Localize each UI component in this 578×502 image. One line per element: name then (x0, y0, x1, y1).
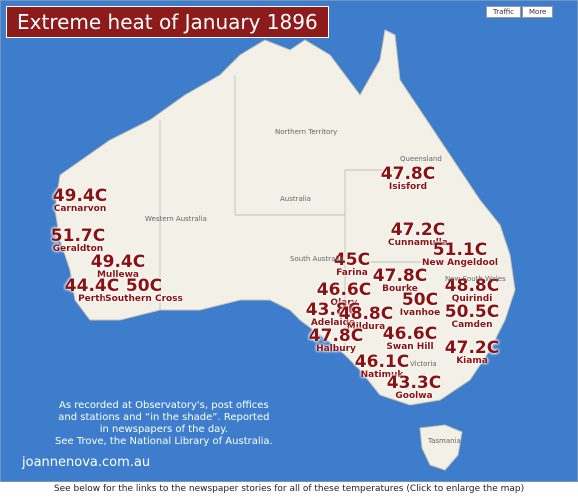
map[interactable] (0, 0, 578, 482)
temperature: 46.1C (354, 352, 410, 372)
reading: 47.2C Kiama (445, 340, 499, 366)
place-name: Camden (451, 320, 493, 330)
reading: 46.1C Natimuk (355, 354, 409, 380)
reading: 44.4C Perth (65, 278, 119, 304)
place-name: New Angeldool (422, 258, 498, 268)
reading: 43.3C Goolwa (387, 375, 441, 401)
place-name: Southern Cross (105, 294, 183, 304)
reading: 48.8C Mildura (339, 306, 393, 332)
temperature: 49.4C (52, 186, 108, 206)
temperature: 51.1C (432, 240, 488, 260)
place-name: Kiama (456, 356, 488, 366)
place-name: Cunnamulla (388, 238, 448, 248)
place-name: Isisford (388, 182, 428, 192)
map-label: Queensland (400, 155, 442, 163)
note-line: and stations and “in the shade”. Reporte… (58, 412, 270, 423)
temperature: 47.8C (380, 164, 436, 184)
temperature: 50C (401, 290, 439, 310)
map-label: Australia (280, 195, 311, 203)
place-name: Natimuk (360, 370, 404, 380)
reading: 48.8C Quirindi (445, 278, 499, 304)
reading: 47.8C Bourke (373, 268, 427, 294)
map-label: Northern Territory (275, 128, 338, 136)
reading: 46.6C Swan Hill (383, 326, 437, 352)
reading: 47.8C Isisford (381, 166, 435, 192)
reading: 45C Farina (334, 252, 370, 278)
place-name: Mullewa (96, 270, 140, 280)
reading: 50C Ivanhoe (400, 292, 440, 318)
place-name: Bourke (382, 284, 418, 294)
caption[interactable]: See below for the links to the newspaper… (53, 484, 525, 494)
place-name: Farina (336, 268, 368, 278)
place-name: Swan Hill (386, 342, 434, 352)
temperature: 46.6C (382, 324, 438, 344)
reading: 51.7C Geraldton (51, 228, 105, 254)
title: Extreme heat of January 1896 (6, 6, 329, 38)
temperature: 50.5C (444, 302, 500, 322)
note-line: As recorded at Observatory's, post offic… (59, 400, 269, 411)
map-label: South Australia (290, 255, 344, 263)
temperature: 45C (333, 250, 371, 270)
temperature: 47.8C (308, 326, 364, 346)
temperature: 47.2C (390, 220, 446, 240)
place-name: Quirindi (451, 294, 493, 304)
temperature: 46.6C (316, 280, 372, 300)
note: As recorded at Observatory's, post offic… (55, 400, 273, 448)
traffic-button[interactable]: Traffic (486, 6, 522, 18)
reading: 49.4C Mullewa (91, 254, 145, 280)
place-name: Adelaide (310, 318, 356, 328)
reading: 47.8C Halbury (309, 328, 363, 354)
temperature: 50C (125, 276, 163, 296)
reading: 51.1C New Angeldool (422, 242, 498, 268)
place-name: Ivanhoe (399, 308, 441, 318)
reading: 46.6C Olary (317, 282, 371, 308)
more-button[interactable]: More (522, 6, 554, 18)
note-line: See Trove, the National Library of Austr… (55, 436, 273, 447)
temperature: 44.4C (64, 276, 120, 296)
map-label: Tasmania (428, 437, 461, 445)
reading: 47.2C Cunnamulla (388, 222, 448, 248)
reading: 43.8C Adelaide (306, 302, 360, 328)
temperature: 47.2C (444, 338, 500, 358)
place-name: Halbury (316, 344, 356, 354)
temperature: 48.8C (338, 304, 394, 324)
temperature: 43.8C (305, 300, 361, 320)
reading: 49.4C Carnarvon (53, 188, 107, 214)
map-label: Western Australia (145, 215, 207, 223)
temperature: 49.4C (90, 252, 146, 272)
temperature: 51.7C (50, 226, 106, 246)
place-name: Mildura (346, 322, 386, 332)
map-label: New South Wales (445, 275, 506, 283)
place-name: Goolwa (395, 391, 433, 401)
map-label: Victoria (410, 360, 437, 368)
place-name: Geraldton (52, 244, 104, 254)
place-name: Olary (330, 298, 358, 308)
temperature: 43.3C (386, 373, 442, 393)
note-line: in newspapers of the day. (99, 424, 228, 435)
temperature: 48.8C (444, 276, 500, 296)
place-name: Perth (78, 294, 106, 304)
reading: 50.5C Camden (445, 304, 499, 330)
reading: 50C Southern Cross (105, 278, 183, 304)
place-name: Carnarvon (53, 204, 107, 214)
temperature: 47.8C (372, 266, 428, 286)
website: joannenova.com.au (22, 455, 151, 470)
